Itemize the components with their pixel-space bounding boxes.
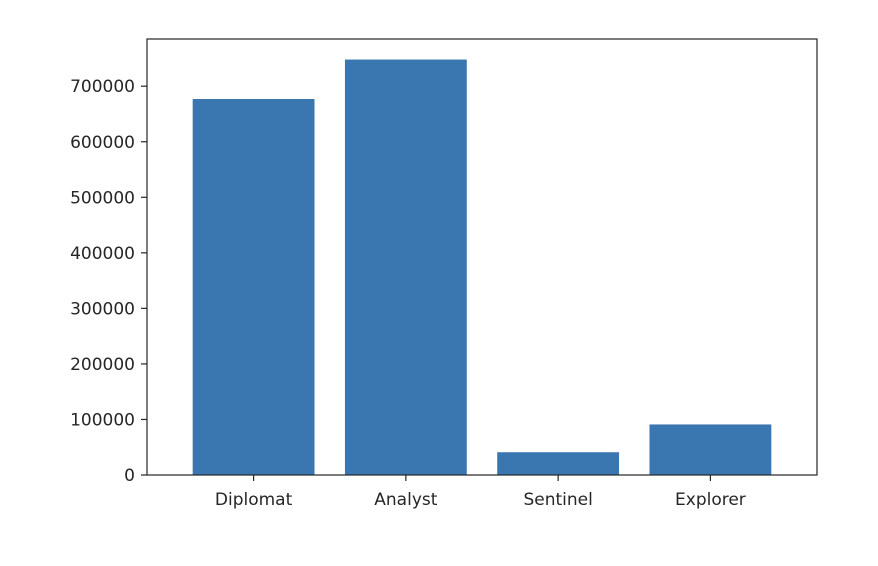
bar-sentinel <box>497 452 620 475</box>
x-tick-label-explorer: Explorer <box>675 490 746 510</box>
bars-group <box>192 59 772 475</box>
x-tick-label-diplomat: Diplomat <box>215 490 293 510</box>
bar-explorer <box>649 424 772 475</box>
plot-frame <box>146 38 818 476</box>
x-tick-label-sentinel: Sentinel <box>523 490 592 510</box>
y-tick-label: 600000 <box>70 133 135 153</box>
y-tick-label: 700000 <box>70 77 135 97</box>
bar-diplomat <box>192 98 315 475</box>
y-tick-label: 500000 <box>70 188 135 208</box>
y-axis: 0 100000 200000 300000 400000 500000 600000 700… <box>70 77 147 486</box>
y-tick-label: 0 <box>124 466 135 486</box>
y-tick-label: 400000 <box>70 244 135 264</box>
y-tick-label: 300000 <box>70 299 135 319</box>
bar-analyst <box>344 59 467 475</box>
x-axis: Diplomat Analyst Sentinel Explorer <box>215 475 746 510</box>
x-tick-label-analyst: Analyst <box>374 490 437 510</box>
y-tick-label: 100000 <box>70 410 135 430</box>
y-tick-label: 200000 <box>70 355 135 375</box>
